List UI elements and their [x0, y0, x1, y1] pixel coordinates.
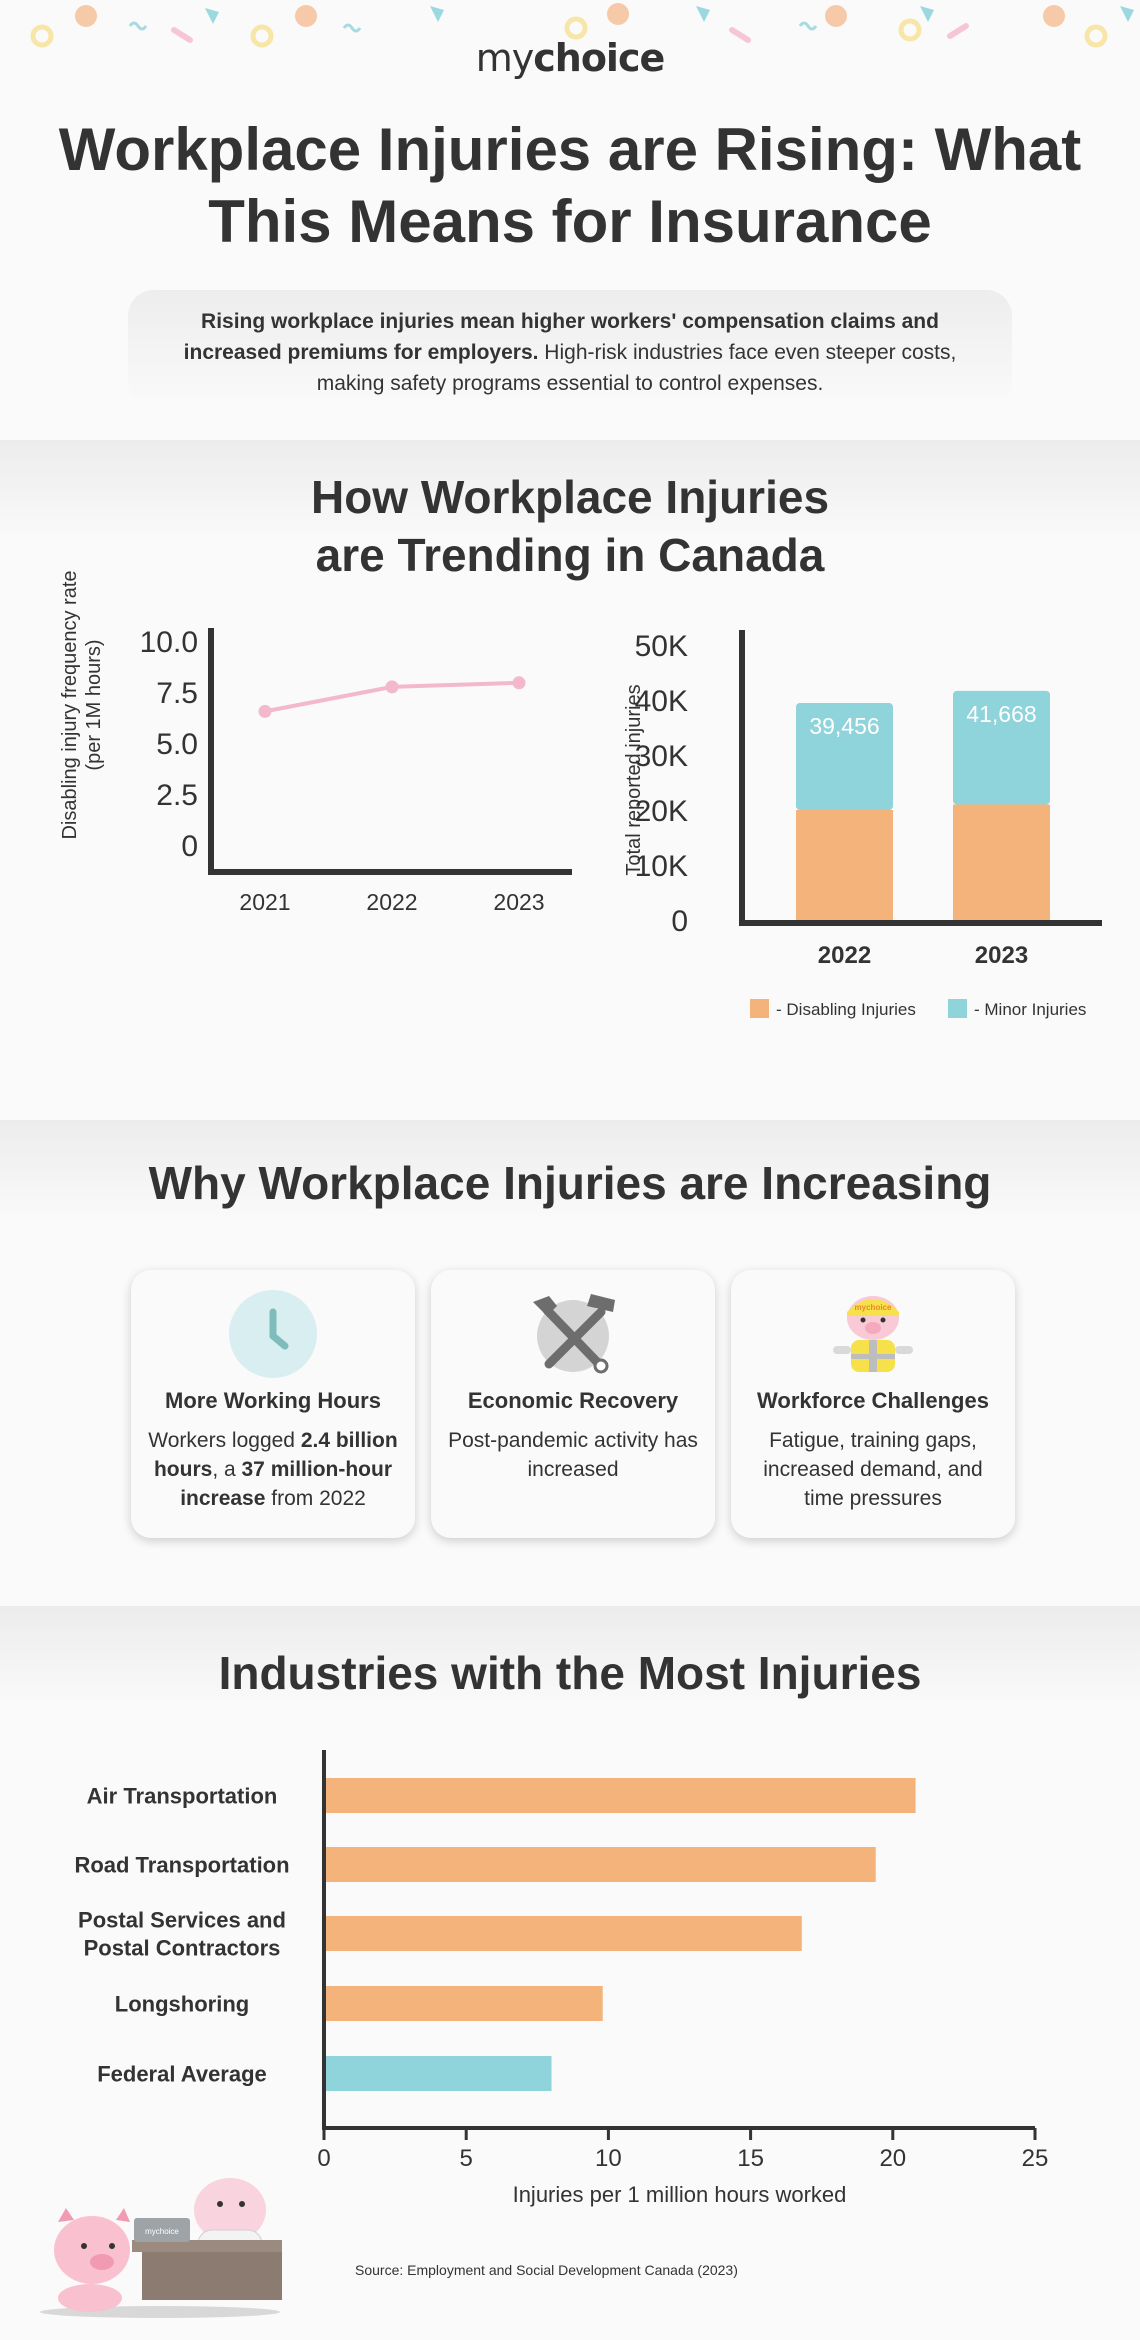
reason-card-title: Economic Recovery [467, 1388, 679, 1413]
line-chart-ytick: 0 [181, 830, 198, 863]
reason-card-text: Post-pandemic activity has increased [448, 1429, 698, 1481]
industries-chart-xtick: 15 [737, 2145, 764, 2172]
reason-card-text: Fatigue, training gaps, increased demand… [763, 1429, 983, 1510]
reason-card-text: Workers logged 2.4 billion hours, a 37 m… [148, 1429, 398, 1510]
legend-swatch [948, 999, 967, 1018]
stacked-bar-segment [796, 702, 893, 810]
stacked-chart-ytick: 10K [635, 850, 688, 883]
line-data-point [258, 704, 272, 718]
reason-card-workforce-challenges: mychoice Workforce Challenges Fatigue, t… [731, 1270, 1015, 1538]
line-chart-axis [208, 628, 572, 875]
stacked-bar-total-label: 41,668 [966, 701, 1036, 727]
page-title: Workplace Injuries are Rising: What This… [58, 116, 1082, 255]
intro-summary: Rising workplace injuries mean higher wo… [128, 290, 1012, 408]
industries-chart-xtick: 0 [317, 2145, 330, 2172]
line-chart-ytick: 5.0 [156, 728, 198, 761]
stacked-chart-ytick: 50K [635, 630, 688, 663]
line-chart-xtick: 2023 [493, 889, 544, 915]
industry-label: Longshoring [115, 1992, 249, 2017]
legend-label: - Minor Injuries [974, 1000, 1086, 1019]
reason-card-title: Workforce Challenges [757, 1388, 989, 1413]
intro-text: High-risk industries face even steeper c… [316, 341, 957, 395]
tools-icon [533, 1294, 615, 1374]
stacked-chart-ytick: 40K [635, 685, 688, 718]
stacked-bar-segment [953, 804, 1050, 920]
industries-chart-xtick: 5 [460, 2145, 473, 2172]
clock-icon [229, 1290, 317, 1378]
stacked-chart-ytick: 0 [671, 905, 688, 938]
stacked-bar-total-label: 39,456 [809, 713, 879, 739]
mascot-illustration: mychoice [40, 2178, 282, 2318]
trend-section-title: How Workplace Injuries are Trending in C… [310, 471, 830, 581]
industry-label: Air Transportation [87, 1784, 278, 1809]
svg-text:mychoice: mychoice [145, 2227, 179, 2236]
line-chart-xtick: 2022 [366, 889, 417, 915]
brand-logo: mychoice [475, 36, 666, 80]
industry-bar [326, 1986, 603, 2021]
line-chart-ytick: 10.0 [140, 626, 198, 659]
line-chart-ylabel-line2: (per 1M hours) [83, 639, 105, 770]
industries-section: Industries with the Most Injuries [0, 1606, 1140, 2340]
industry-label: Road Transportation [74, 1853, 289, 1878]
industries-chart-xtick: 10 [595, 2145, 622, 2172]
stacked-chart-axis [739, 630, 1102, 926]
source-citation: Source: Employment and Social Developmen… [355, 2262, 738, 2278]
reason-card-title: More Working Hours [165, 1388, 381, 1413]
stacked-bar-segment [953, 690, 1050, 805]
frequency-line-chart: Disabling injury frequency rate (per 1M … [59, 570, 572, 915]
total-injuries-stacked-chart: Total reported injuries 0 10K 20K 30K 40K 50K… [623, 630, 1102, 1019]
legend-swatch [750, 999, 769, 1018]
stacked-chart-ytick: 30K [635, 740, 688, 773]
industry-bar [326, 1847, 876, 1882]
worker-pig-icon: mychoice [833, 1296, 913, 1372]
industry-bar [326, 1778, 916, 1813]
svg-text:mychoice: mychoice [855, 1303, 892, 1312]
intro-bold-text: Rising workplace injuries mean higher wo… [183, 310, 939, 364]
reason-card-economic-recovery: Economic Recovery Post-pandemic activity… [431, 1270, 715, 1538]
line-chart-ytick: 7.5 [156, 677, 198, 710]
reason-card-working-hours: More Working Hours Workers logged 2.4 bi… [131, 1270, 415, 1538]
industries-bar-chart: Air Transportation Road Transportation Pos… [74, 1750, 1049, 2207]
stacked-chart-xtick: 2023 [975, 942, 1028, 969]
industries-chart-xtick: 20 [879, 2145, 906, 2172]
confetti-decoration [30, 3, 1134, 48]
reasons-section-title: Why Workplace Injuries are Increasing [148, 1157, 992, 1209]
industry-bar [326, 2056, 552, 2091]
stacked-chart-xtick: 2022 [818, 942, 871, 969]
industry-label: Federal Average [97, 2062, 267, 2087]
line-chart-xtick: 2021 [239, 889, 290, 915]
industry-label: Postal Services and Postal Contractors [78, 1908, 286, 1961]
legend-label: - Disabling Injuries [776, 1000, 916, 1019]
stacked-chart-ylabel: Total reported injuries [623, 684, 645, 875]
industries-section-title: Industries with the Most Injuries [218, 1647, 922, 1699]
stacked-chart-ytick: 20K [635, 795, 688, 828]
industry-bar [326, 1916, 802, 1951]
line-data-point [512, 676, 526, 690]
industries-chart-xtick: 25 [1022, 2145, 1049, 2172]
industries-chart-xlabel: Injuries per 1 million hours worked [513, 2182, 847, 2207]
line-chart-ytick: 2.5 [156, 779, 198, 812]
stacked-bar-segment [796, 810, 893, 920]
line-data-point [385, 680, 399, 694]
line-chart-ylabel: Disabling injury frequency rate [59, 570, 81, 839]
